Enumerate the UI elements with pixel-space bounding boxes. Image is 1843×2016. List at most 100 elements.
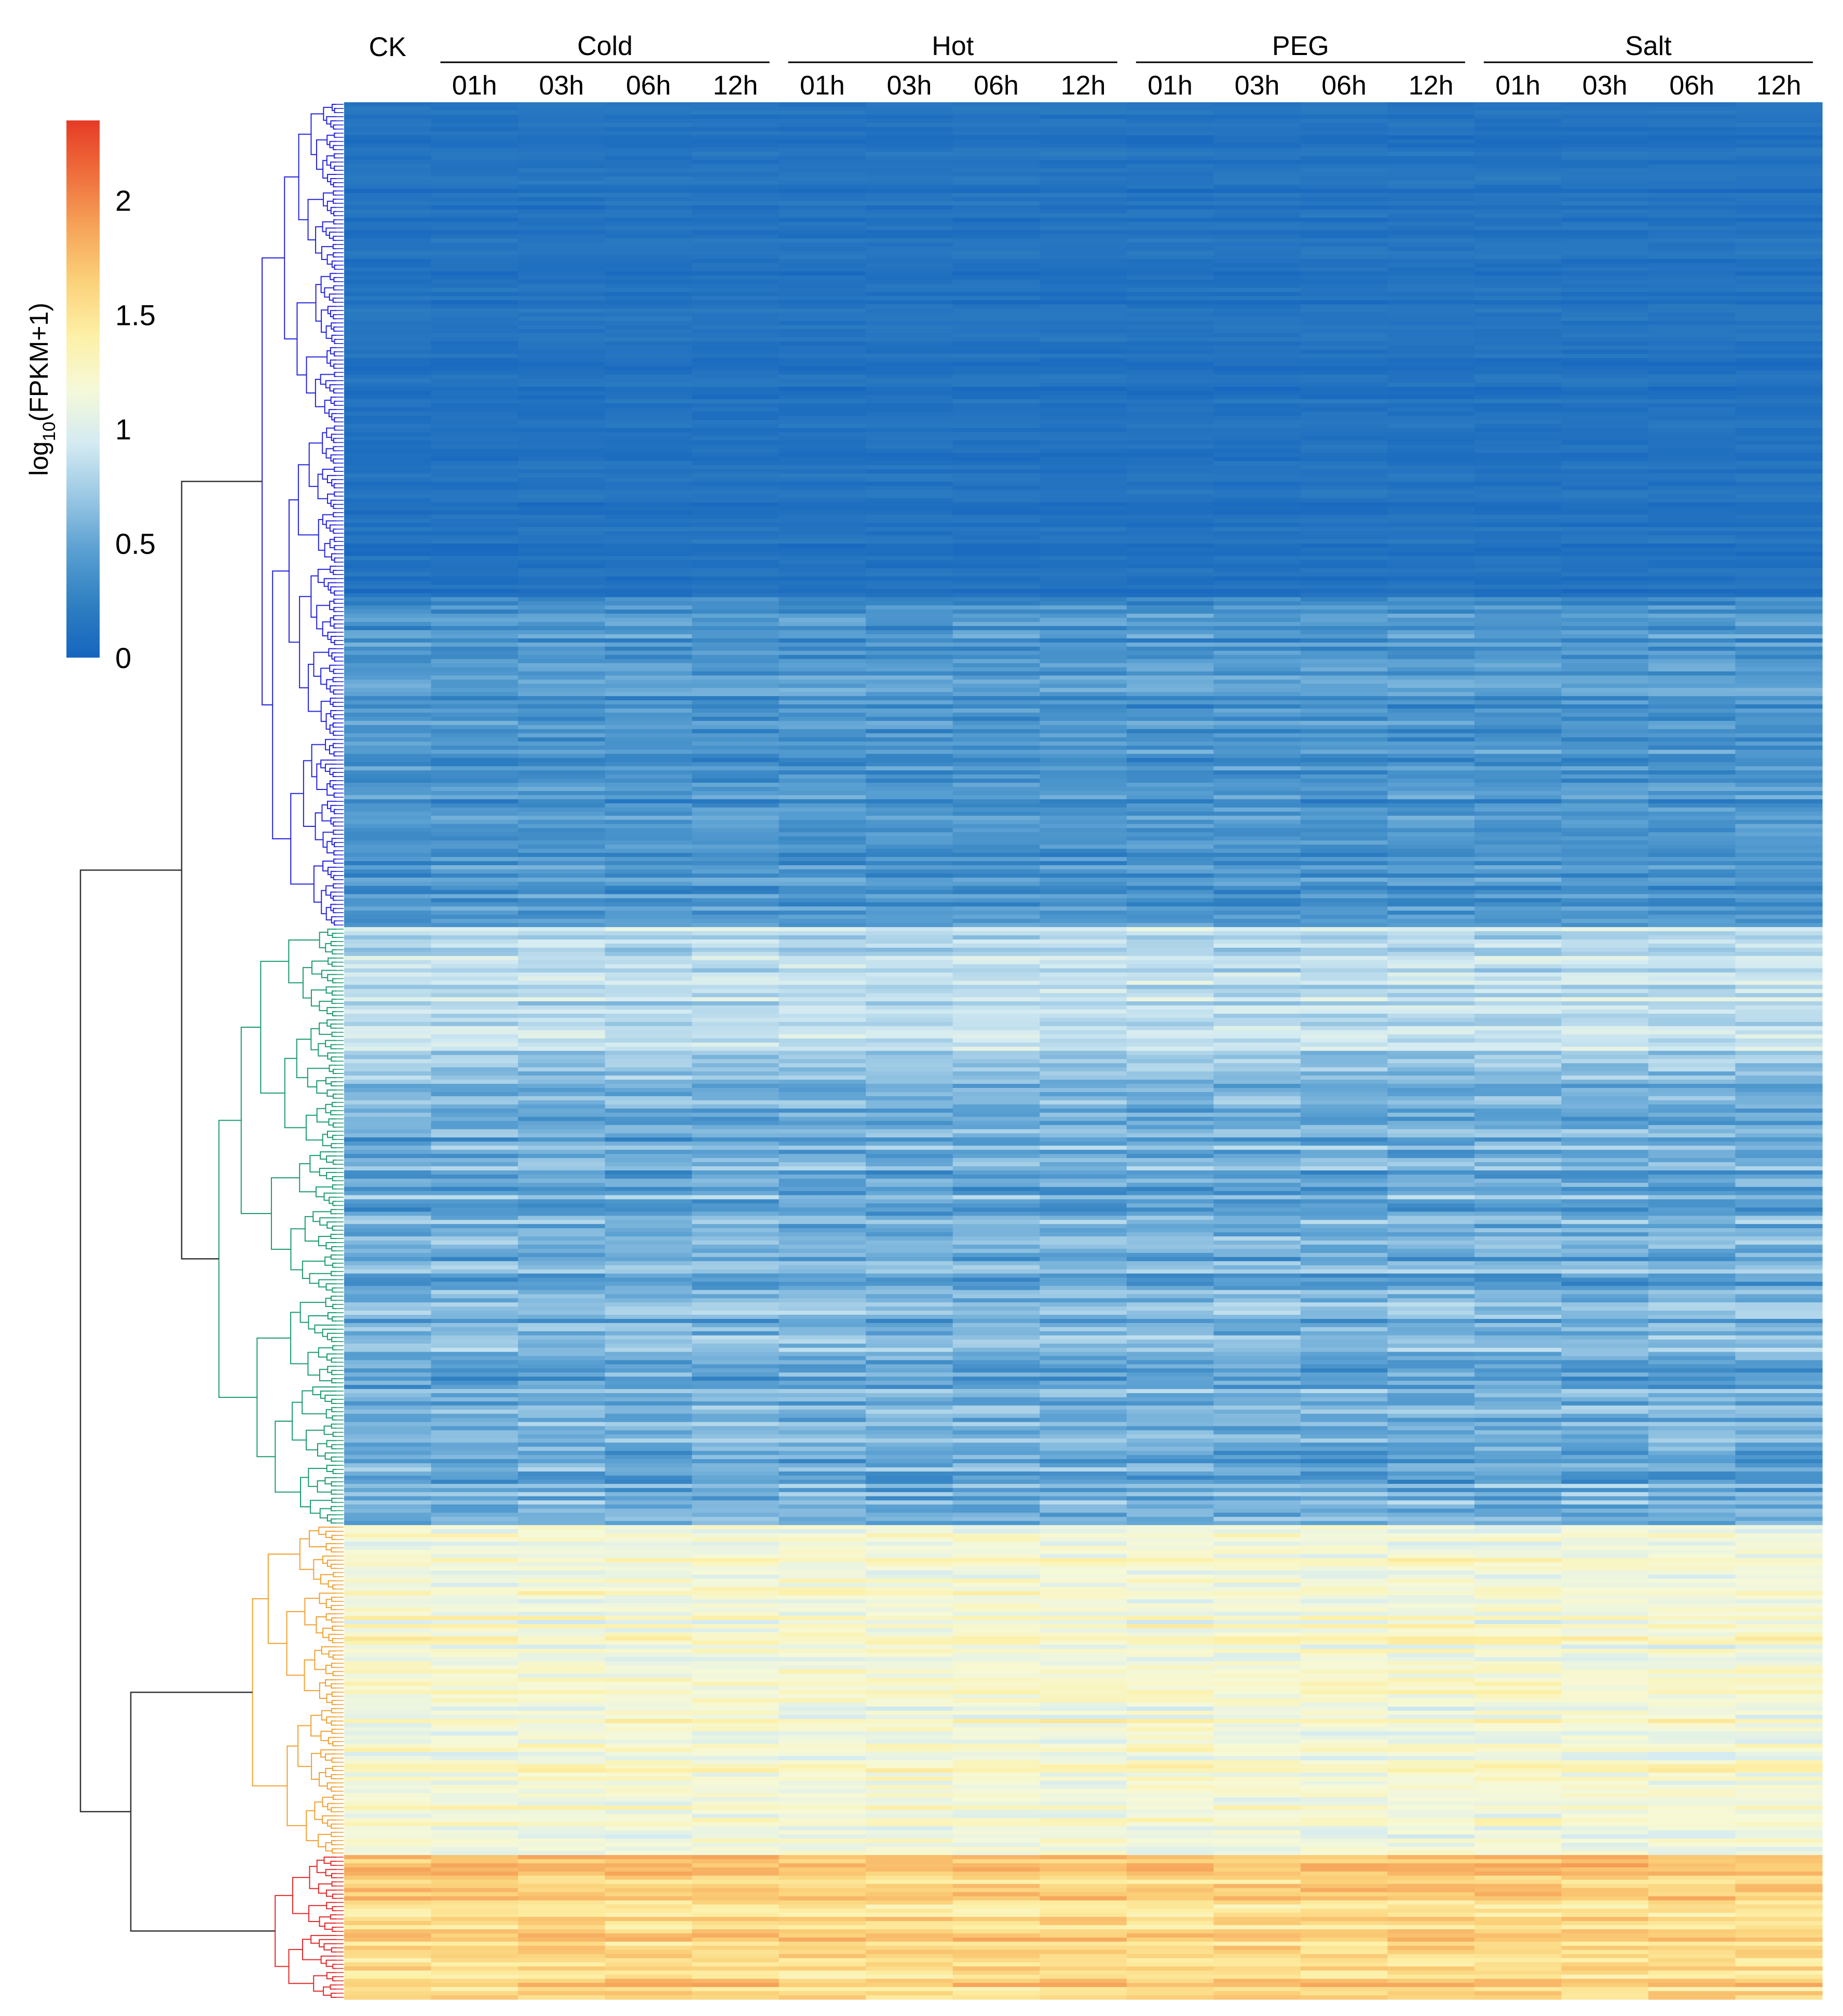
heatmap-cell xyxy=(866,378,953,383)
heatmap-cell xyxy=(1213,729,1301,734)
heatmap-cell xyxy=(1735,539,1823,544)
heatmap-cell xyxy=(518,663,606,668)
heatmap-cell xyxy=(1040,213,1127,219)
heatmap-cell xyxy=(344,1005,432,1010)
heatmap-cell xyxy=(605,230,692,235)
dendrogram-branch xyxy=(334,166,336,171)
heatmap-cell xyxy=(1300,915,1388,919)
dendrogram-branch xyxy=(329,539,335,549)
heatmap-cell xyxy=(1040,271,1127,276)
heatmap-cell xyxy=(1213,927,1301,932)
heatmap-cell xyxy=(1300,329,1388,334)
heatmap-cell xyxy=(1300,910,1388,915)
heatmap-cell xyxy=(1300,1005,1388,1010)
dendrogram-cluster-4 xyxy=(275,1856,344,1998)
heatmap-cell xyxy=(779,568,866,573)
heatmap-cell xyxy=(518,716,606,721)
heatmap-cell xyxy=(431,353,518,359)
heatmap-cell xyxy=(1387,419,1475,425)
heatmap-cell xyxy=(1561,931,1649,936)
heatmap-cell xyxy=(692,193,780,198)
heatmap-cell xyxy=(1040,902,1127,907)
heatmap-cell xyxy=(518,898,606,903)
heatmap-cell xyxy=(518,650,606,656)
heatmap-row xyxy=(344,584,1823,590)
heatmap-cell xyxy=(1387,482,1475,486)
heatmap-cell xyxy=(1387,164,1475,169)
heatmap-cell xyxy=(952,564,1040,569)
heatmap-cell xyxy=(779,168,866,173)
heatmap-cell xyxy=(1474,877,1562,882)
heatmap-cell xyxy=(1387,894,1475,899)
heatmap-cell xyxy=(344,444,432,449)
heatmap-cell xyxy=(1648,725,1736,730)
heatmap-cell xyxy=(1648,993,1736,998)
heatmap-cell xyxy=(1387,234,1475,239)
heatmap-cell xyxy=(952,531,1040,536)
heatmap-cell xyxy=(1300,407,1388,412)
heatmap-cell xyxy=(1561,312,1649,317)
heatmap-cell xyxy=(518,498,606,503)
heatmap-cell xyxy=(1561,201,1649,206)
heatmap-cell xyxy=(1387,593,1475,598)
heatmap-cell xyxy=(1300,815,1388,821)
heatmap-cell xyxy=(518,258,606,264)
heatmap-cell xyxy=(1213,1001,1301,1006)
heatmap-cell xyxy=(1300,906,1388,911)
heatmap-cell xyxy=(1735,943,1823,948)
heatmap-cell xyxy=(866,184,953,189)
heatmap-cell xyxy=(344,527,432,532)
heatmap-cell xyxy=(1040,828,1127,833)
heatmap-cell xyxy=(692,580,780,585)
heatmap-cell xyxy=(1648,308,1736,313)
heatmap-cell xyxy=(1735,395,1823,400)
dendrogram-branch xyxy=(256,1337,291,1457)
heatmap-row xyxy=(344,556,1823,561)
heatmap-cell xyxy=(431,341,518,346)
heatmap-cell xyxy=(1648,184,1736,189)
heatmap-cell xyxy=(1387,741,1475,746)
dendrogram-branch xyxy=(333,669,336,674)
dendrogram-branch xyxy=(331,1708,336,1713)
heatmap-cell xyxy=(1474,489,1562,495)
heatmap-row xyxy=(344,461,1823,466)
heatmap-cell xyxy=(1735,906,1823,911)
heatmap-cell xyxy=(952,374,1040,379)
heatmap-cell xyxy=(1387,766,1475,771)
heatmap-cell xyxy=(1735,217,1823,223)
heatmap-cell xyxy=(1126,688,1214,692)
dendrogram-branch xyxy=(330,1254,336,1260)
heatmap-cell xyxy=(866,188,953,194)
dendrogram-branch xyxy=(329,664,336,672)
heatmap-row xyxy=(344,213,1823,219)
heatmap-cell xyxy=(1213,506,1301,511)
heatmap-cell xyxy=(779,419,866,425)
heatmap-cell xyxy=(605,292,692,297)
heatmap-cell xyxy=(605,750,692,755)
heatmap-cell xyxy=(518,552,606,556)
heatmap-cell xyxy=(1040,741,1127,746)
heatmap-cell xyxy=(431,514,518,520)
heatmap-cell xyxy=(1474,861,1562,866)
heatmap-cell xyxy=(1300,271,1388,276)
heatmap-cell xyxy=(1300,131,1388,136)
heatmap-cell xyxy=(692,572,780,577)
heatmap-cell xyxy=(1040,440,1127,445)
heatmap-cell xyxy=(605,489,692,495)
heatmap-cell xyxy=(779,861,866,866)
heatmap-cell xyxy=(605,457,692,461)
heatmap-cell xyxy=(1126,568,1214,573)
heatmap-cell xyxy=(1300,403,1388,408)
heatmap-cell xyxy=(1561,415,1649,420)
heatmap-cell xyxy=(1040,263,1127,268)
heatmap-cell xyxy=(1040,655,1127,660)
heatmap-cell xyxy=(1561,419,1649,425)
heatmap-cell xyxy=(1648,980,1736,985)
heatmap-cell xyxy=(1735,122,1823,128)
heatmap-cell xyxy=(605,935,692,940)
heatmap-cell xyxy=(779,811,866,816)
heatmap-cell xyxy=(431,407,518,412)
heatmap-cell xyxy=(1126,960,1214,965)
heatmap-cell xyxy=(344,750,432,755)
heatmap-cell xyxy=(1126,147,1214,152)
